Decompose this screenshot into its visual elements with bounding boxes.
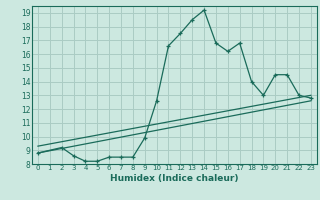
X-axis label: Humidex (Indice chaleur): Humidex (Indice chaleur): [110, 174, 239, 183]
